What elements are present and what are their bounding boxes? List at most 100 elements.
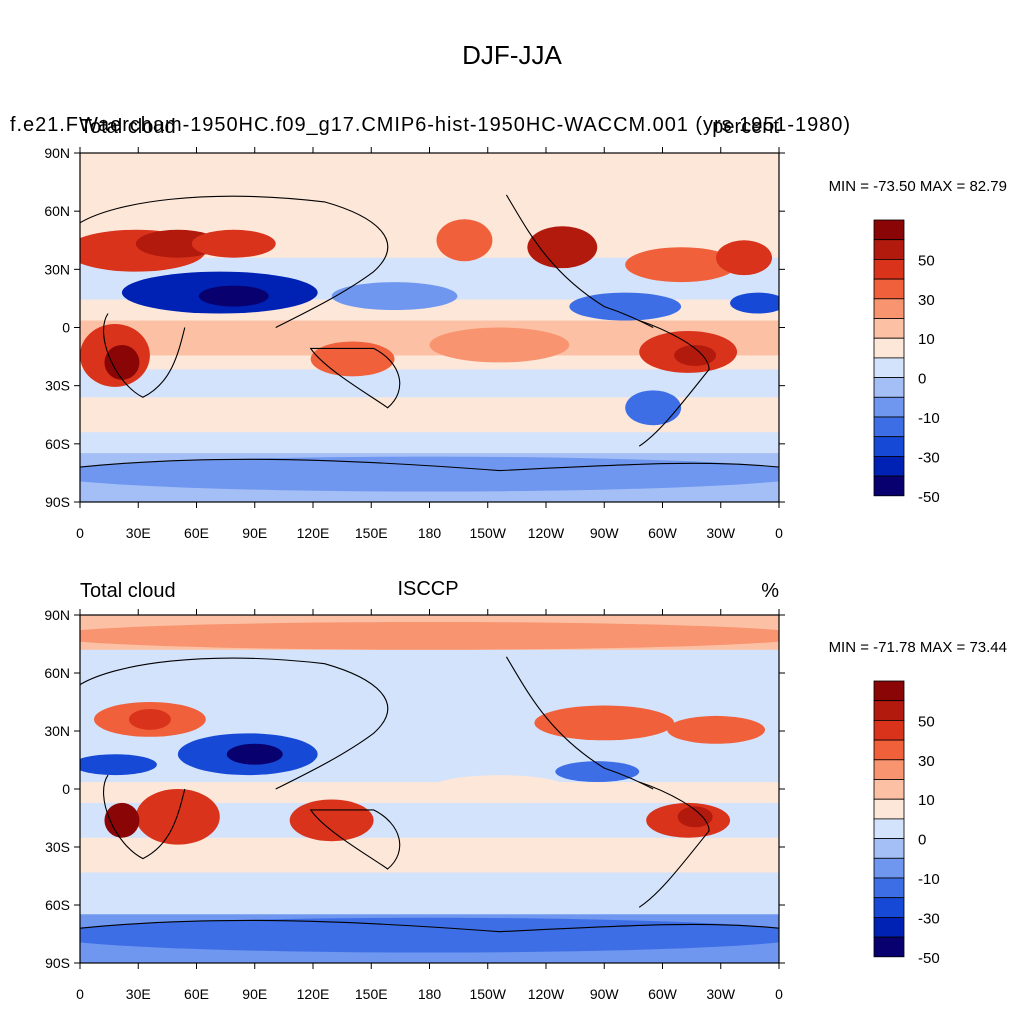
coastline <box>505 194 654 328</box>
colorbar-box <box>873 877 905 899</box>
colorbar-box <box>873 298 905 319</box>
coastline <box>638 781 710 908</box>
colorbar-label: 0 <box>918 832 926 849</box>
lon-label: 60W <box>648 525 678 541</box>
field-blob <box>191 229 276 258</box>
map-panel-obs <box>74 609 905 969</box>
coastline <box>309 809 401 870</box>
field-blob <box>716 240 773 276</box>
lon-label: 90W <box>590 525 620 541</box>
colorbar-box <box>873 455 905 477</box>
colorbar-label: -30 <box>918 910 940 927</box>
field-band <box>80 893 779 915</box>
colorbar-box <box>873 759 905 780</box>
lon-label: 150E <box>355 986 388 1002</box>
figure-title: DJF-JJA <box>462 40 562 70</box>
field-blob <box>555 761 640 783</box>
lon-label: 60E <box>184 986 209 1002</box>
colorbar-box <box>873 377 905 398</box>
field-blob <box>569 292 682 321</box>
coastline <box>638 319 710 447</box>
colorbar-box <box>873 318 905 339</box>
field-blob <box>730 292 779 314</box>
lon-label: 90W <box>590 986 620 1002</box>
lon-label: 0 <box>775 986 783 1002</box>
contour-field <box>80 615 779 963</box>
lat-label: 30N <box>44 723 70 739</box>
panel-center-string: f.e21.FWaercham-1950HC.f09_g17.CMIP6-his… <box>10 114 850 136</box>
field-blob <box>429 775 570 803</box>
panel-right-string: percent <box>712 116 779 138</box>
lon-label: 150E <box>355 525 388 541</box>
lat-label: 30S <box>45 378 70 394</box>
colorbar-box <box>873 436 905 457</box>
colorbar-box <box>873 739 905 761</box>
colorbar-box <box>873 798 905 820</box>
field-blob <box>104 802 140 838</box>
colorbar-label: -30 <box>918 449 940 466</box>
colorbar-box <box>873 779 905 800</box>
lon-label: 120W <box>528 525 565 541</box>
lat-label: 0 <box>62 320 70 336</box>
field-blob <box>128 708 171 730</box>
colorbar-box <box>873 720 905 741</box>
panel-center-string: ISCCP <box>397 578 458 600</box>
field-blob <box>80 456 779 492</box>
coastline <box>103 774 186 860</box>
lat-label: 90S <box>45 955 70 971</box>
colorbar-box <box>873 337 905 359</box>
lon-label: 0 <box>76 525 84 541</box>
field-blob <box>289 799 374 842</box>
colorbar-box <box>873 936 905 958</box>
colorbar-label: 30 <box>918 753 935 770</box>
colorbar-label: 30 <box>918 292 935 309</box>
field-blob <box>198 285 269 307</box>
minmax-readout: MIN = -73.50 MAX = 82.79 <box>829 178 1007 195</box>
lon-label: 120W <box>528 986 565 1002</box>
colorbar-label: 50 <box>918 252 935 269</box>
lat-label: 90N <box>44 145 70 161</box>
field-blob <box>331 282 458 311</box>
colorbar-box <box>873 838 905 859</box>
colorbar-label: 10 <box>918 331 935 348</box>
lon-label: 0 <box>775 525 783 541</box>
lon-label: 120E <box>297 525 330 541</box>
lon-label: 90E <box>242 986 267 1002</box>
field-blob <box>80 917 779 953</box>
colorbar-box <box>873 700 905 721</box>
coastline <box>80 657 389 790</box>
field-band <box>80 782 779 803</box>
field-blob <box>674 344 717 366</box>
lon-label: 90E <box>242 525 267 541</box>
panel-left-string: Total cloud <box>80 580 176 602</box>
lon-label: 30E <box>126 986 151 1002</box>
lon-label: 60E <box>184 525 209 541</box>
lat-label: 60S <box>45 436 70 452</box>
colorbar-box <box>873 357 905 378</box>
field-blob <box>429 327 570 363</box>
colorbar-label: -50 <box>918 489 940 506</box>
colorbar-label: -10 <box>918 410 940 427</box>
field-band <box>80 837 779 873</box>
field-band <box>80 153 779 181</box>
lat-label: 0 <box>62 781 70 797</box>
panel-right-string: % <box>761 580 779 602</box>
colorbar-box <box>873 475 905 497</box>
field-blob <box>677 806 713 828</box>
colorbar-box <box>873 258 905 280</box>
field-blob <box>667 715 766 744</box>
lon-label: 180 <box>418 525 442 541</box>
field-blob <box>527 226 598 269</box>
field-blob <box>104 344 140 380</box>
lon-label: 120E <box>297 986 330 1002</box>
lat-label: 30S <box>45 839 70 855</box>
field-band <box>80 684 779 713</box>
lon-label: 180 <box>418 986 442 1002</box>
panel-left-string: Total cloud <box>80 116 176 138</box>
lon-label: 30W <box>706 986 736 1002</box>
lon-label: 150W <box>469 986 506 1002</box>
colorbar-box <box>873 239 905 260</box>
field-band <box>80 432 779 454</box>
lon-label: 60W <box>648 986 678 1002</box>
